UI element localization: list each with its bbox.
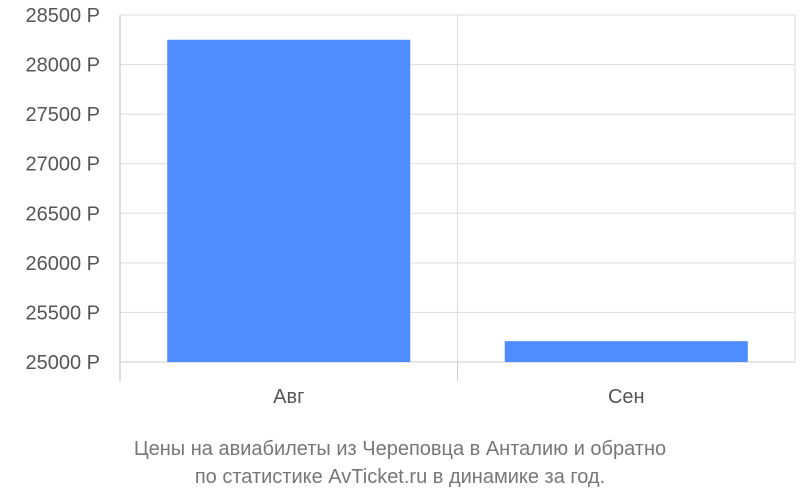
bar-1 <box>167 39 411 363</box>
y-tick-label: 28000 Р <box>25 55 100 77</box>
chart-caption-line-2: по статистике AvTicket.ru в динамике за … <box>195 466 605 488</box>
y-tick-label: 26500 Р <box>25 203 100 225</box>
bar-2 <box>504 341 748 362</box>
x-axis-category-labels: Авг Сен <box>273 386 644 408</box>
y-tick-label: 28500 Р <box>25 5 100 27</box>
y-tick-label: 27500 Р <box>25 104 100 126</box>
y-tick-label: 26000 Р <box>25 253 100 275</box>
bars <box>167 39 748 363</box>
x-category-label: Авг <box>273 386 304 408</box>
y-axis-tick-labels: 25000 Р 25500 Р 26000 Р 26500 Р 27000 Р 27500… <box>25 5 100 374</box>
y-tick-label: 27000 Р <box>25 154 100 176</box>
chart-caption-line-1: Цены на авиабилеты из Череповца в Антали… <box>134 438 666 460</box>
y-tick-label: 25000 Р <box>25 352 100 374</box>
y-tick-label: 25500 Р <box>25 302 100 324</box>
x-category-label: Сен <box>608 386 645 408</box>
